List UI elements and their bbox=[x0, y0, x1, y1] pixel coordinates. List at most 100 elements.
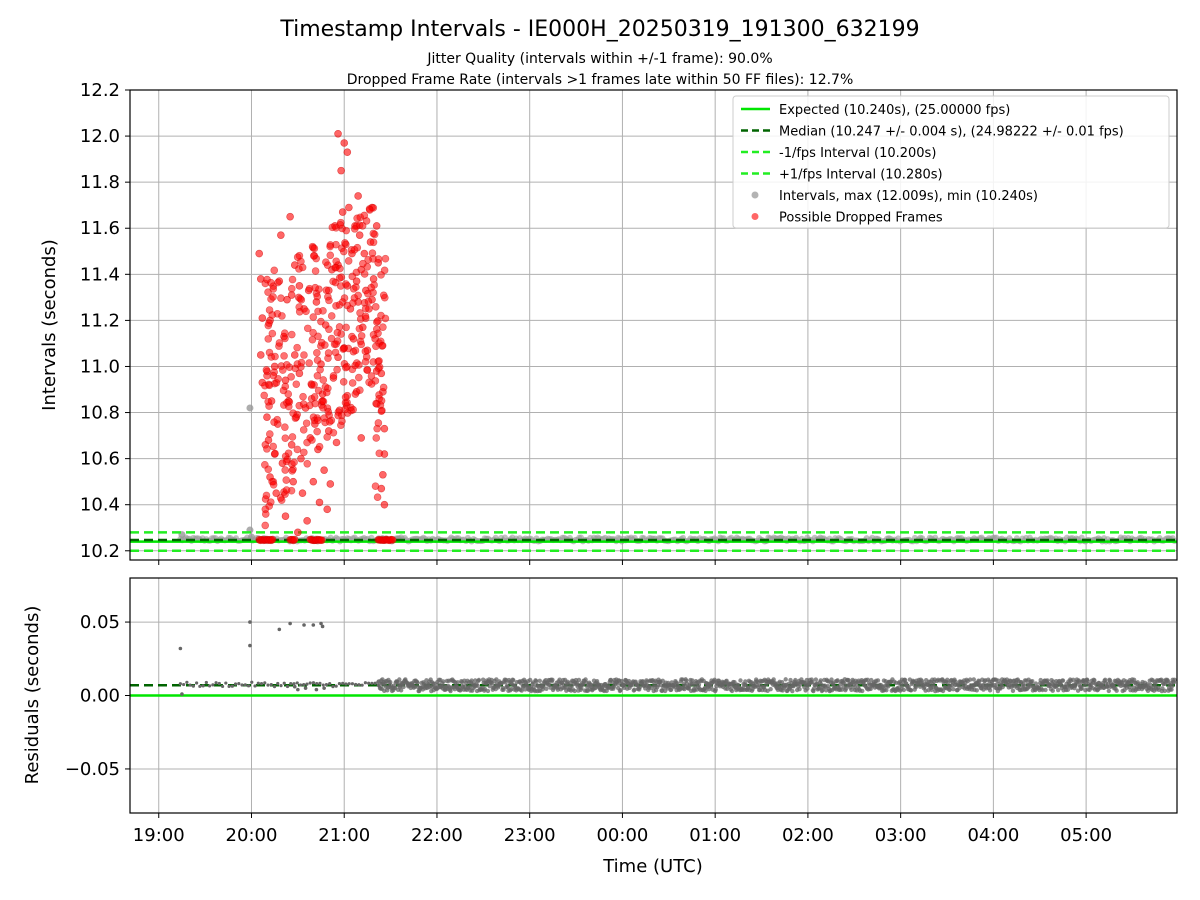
residual-point bbox=[940, 688, 946, 694]
residual-point bbox=[319, 621, 323, 626]
residual-point bbox=[318, 681, 322, 685]
residual-point bbox=[240, 683, 244, 687]
residual-point bbox=[1010, 688, 1016, 693]
residual-point bbox=[626, 678, 632, 684]
residual-point bbox=[455, 680, 460, 685]
dropped-frame-point bbox=[332, 438, 341, 447]
residual-point bbox=[1111, 682, 1116, 688]
residual-point bbox=[1079, 686, 1084, 691]
residual-point bbox=[790, 688, 795, 694]
residual-point bbox=[908, 688, 914, 693]
residual-point bbox=[501, 687, 506, 692]
y-tick-label: 10.2 bbox=[80, 541, 120, 562]
interval-point bbox=[246, 404, 254, 412]
dropped-frame-point bbox=[324, 407, 333, 416]
residual-point bbox=[1114, 688, 1119, 693]
dropped-frame-point bbox=[283, 361, 291, 369]
x-tick-label: 22:00 bbox=[411, 825, 463, 846]
residual-point bbox=[805, 686, 810, 691]
dropped-frame-point bbox=[269, 285, 278, 293]
dropped-frame-point bbox=[275, 339, 284, 347]
residual-point bbox=[357, 683, 361, 687]
residual-point bbox=[865, 677, 870, 683]
dropped-frame-point bbox=[380, 500, 389, 509]
residual-point bbox=[321, 683, 325, 687]
residual-point bbox=[829, 677, 834, 682]
dropped-frame-point bbox=[355, 361, 363, 369]
dropped-frame-point bbox=[290, 458, 298, 467]
dropped-frame-point bbox=[333, 328, 342, 337]
dropped-frame-point bbox=[287, 373, 295, 381]
residual-point bbox=[288, 621, 292, 626]
dropped-frame-point bbox=[336, 264, 344, 273]
dropped-frame-point bbox=[269, 442, 278, 451]
y-tick-label: 11.2 bbox=[80, 310, 120, 331]
residual-point bbox=[619, 678, 624, 684]
dropped-frame-point bbox=[367, 372, 376, 380]
dropped-frame-point bbox=[298, 489, 307, 497]
dropped-frame-point bbox=[287, 291, 296, 299]
residual-point bbox=[1050, 688, 1055, 693]
residual-point bbox=[901, 687, 907, 693]
dropped-frame-point bbox=[286, 212, 294, 221]
dropped-frame-point bbox=[295, 282, 304, 290]
residual-point bbox=[448, 688, 453, 694]
dropped-frame-point bbox=[303, 324, 312, 333]
residual-point bbox=[214, 681, 218, 685]
residual-point bbox=[533, 679, 539, 684]
residual-point bbox=[331, 685, 335, 689]
dropped-frame-point bbox=[297, 363, 305, 371]
dropped-frame-point bbox=[341, 405, 349, 414]
legend-label: Expected (10.240s), (25.00000 fps) bbox=[779, 103, 1010, 118]
dropped-frame-point bbox=[285, 398, 294, 406]
y-tick-label: 10.6 bbox=[80, 449, 120, 470]
dropped-frame-point bbox=[369, 238, 378, 247]
residual-point bbox=[974, 688, 979, 693]
residual-point bbox=[519, 688, 524, 693]
dropped-frame-point bbox=[271, 449, 279, 458]
residuals-y-axis-label: Residuals (seconds) bbox=[22, 606, 43, 785]
dropped-frame-point bbox=[350, 246, 359, 254]
residual-point bbox=[947, 687, 952, 692]
dropped-frame-point bbox=[350, 225, 359, 233]
dropped-frame-point bbox=[327, 312, 336, 320]
y-tick-label: 12.0 bbox=[80, 126, 120, 147]
residual-point bbox=[1021, 683, 1027, 689]
dropped-frame-point bbox=[258, 314, 267, 322]
residual-point bbox=[797, 687, 802, 692]
dropped-frame-point bbox=[292, 380, 301, 389]
dropped-frame-point bbox=[358, 222, 367, 230]
dropped-frame-point bbox=[303, 517, 311, 525]
residual-point bbox=[341, 681, 345, 685]
residual-point bbox=[398, 688, 404, 693]
residual-point bbox=[476, 677, 482, 683]
residual-point bbox=[224, 681, 228, 685]
residual-point bbox=[360, 683, 364, 687]
residual-point bbox=[207, 684, 212, 688]
residual-point bbox=[298, 683, 303, 687]
residual-point bbox=[227, 684, 231, 688]
dropped-frame-point bbox=[333, 365, 341, 374]
dropped-frame-point bbox=[302, 307, 310, 316]
dropped-frame-point bbox=[315, 442, 324, 451]
dropped-frame-point bbox=[349, 405, 357, 414]
legend-label: -1/fps Interval (10.200s) bbox=[779, 146, 936, 161]
dropped-frame-point bbox=[299, 426, 308, 434]
dropped-frame-point bbox=[326, 242, 334, 251]
dropped-frame-point bbox=[313, 349, 321, 357]
legend-label: Median (10.247 +/- 0.004 s), (24.98222 +… bbox=[779, 125, 1124, 140]
dropped-frame-point bbox=[293, 343, 301, 352]
chart-title: Timestamp Intervals - IE000H_20250319_19… bbox=[279, 17, 919, 42]
residual-point bbox=[289, 681, 293, 686]
y-tick-label: −0.05 bbox=[65, 759, 120, 780]
dropped-frame-point bbox=[295, 307, 304, 316]
x-tick-label: 23:00 bbox=[504, 825, 556, 846]
residual-point bbox=[397, 677, 402, 682]
residual-point bbox=[201, 684, 205, 688]
residual-point bbox=[320, 624, 325, 629]
dropped-frame-point bbox=[344, 344, 353, 353]
dropped-frame-point bbox=[372, 342, 380, 351]
dropped-frame-point bbox=[287, 284, 296, 293]
residual-point bbox=[282, 681, 286, 685]
dropped-frame-point bbox=[361, 357, 370, 366]
